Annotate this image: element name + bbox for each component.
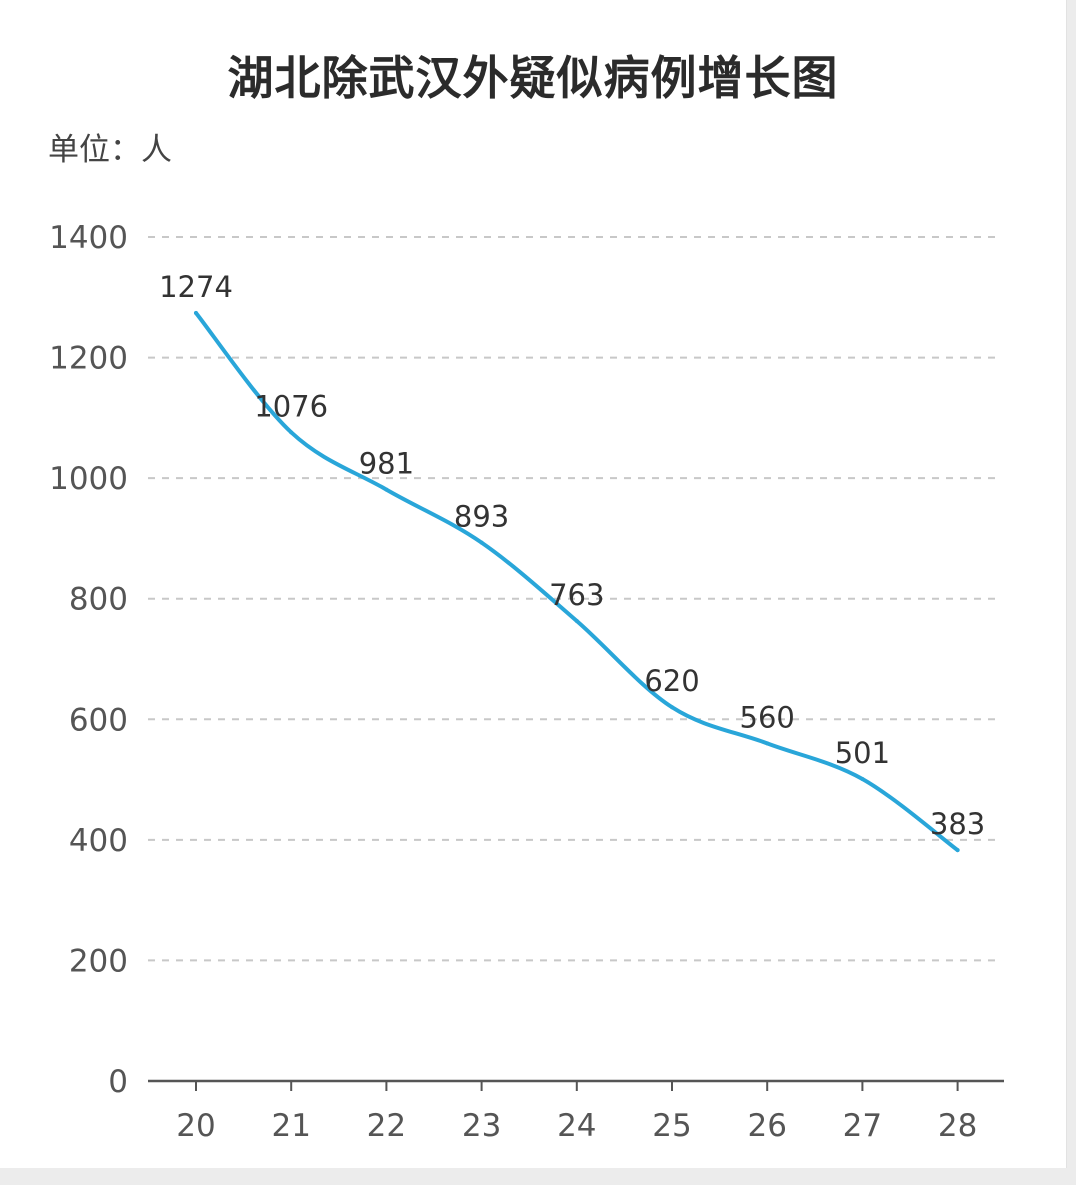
gridlines (148, 236, 1002, 962)
x-tick-label-21: 21 (271, 1108, 310, 1144)
chart-card: 湖北除武汉外疑似病例增长图 单位：人 0 200 400 600 800 1000 1200… (0, 0, 1067, 1168)
line-chart: 0 200 400 600 800 1000 1200 1400 20 21 22 23 24 25 26 2… (49, 220, 1004, 1144)
unit-label: 单位：人 (48, 132, 172, 168)
x-tick-label-23: 23 (462, 1108, 501, 1144)
y-tick-label-400: 400 (69, 823, 128, 859)
data-label-20: 1274 (159, 270, 233, 304)
data-point-28 (955, 848, 960, 853)
data-label-23: 893 (454, 500, 509, 534)
data-label-21: 1076 (254, 389, 328, 423)
data-point-22 (384, 487, 389, 492)
data-point-27 (860, 776, 865, 781)
data-point-21 (289, 430, 294, 435)
y-tick-label-600: 600 (69, 702, 128, 738)
data-label-28: 383 (930, 807, 985, 841)
x-tick-label-24: 24 (557, 1108, 596, 1144)
axes: 0 200 400 600 800 1000 1200 1400 20 21 22 23 24 25 26 2… (49, 220, 1004, 1144)
y-tick-label-1000: 1000 (49, 461, 128, 497)
x-tick-label-28: 28 (938, 1108, 977, 1144)
x-tick-label-25: 25 (652, 1108, 691, 1144)
series-line-group (194, 310, 960, 853)
x-tick-label-27: 27 (843, 1108, 882, 1144)
data-point-25 (670, 705, 674, 710)
data-label-27: 501 (835, 736, 890, 770)
data-label-22: 981 (359, 447, 414, 481)
data-point-24 (574, 619, 579, 624)
data-point-23 (479, 540, 484, 545)
data-labels: 1274 1076 981 893 763 620 560 501 383 (159, 270, 985, 841)
data-point-20 (194, 310, 198, 315)
y-tick-label-0: 0 (108, 1064, 128, 1100)
x-tick-label-22: 22 (367, 1108, 406, 1144)
y-tick-label-800: 800 (69, 582, 128, 618)
data-label-26: 560 (740, 700, 795, 734)
y-tick-label-200: 200 (69, 943, 128, 979)
chart-title: 湖北除武汉外疑似病例增长图 (227, 51, 839, 105)
data-point-26 (765, 741, 770, 746)
data-label-24: 763 (549, 578, 604, 612)
data-label-25: 620 (644, 664, 699, 698)
y-tick-label-1400: 1400 (49, 220, 128, 256)
x-tick-label-20: 20 (176, 1108, 215, 1144)
x-tick-label-26: 26 (747, 1108, 786, 1144)
y-tick-label-1200: 1200 (49, 341, 128, 377)
